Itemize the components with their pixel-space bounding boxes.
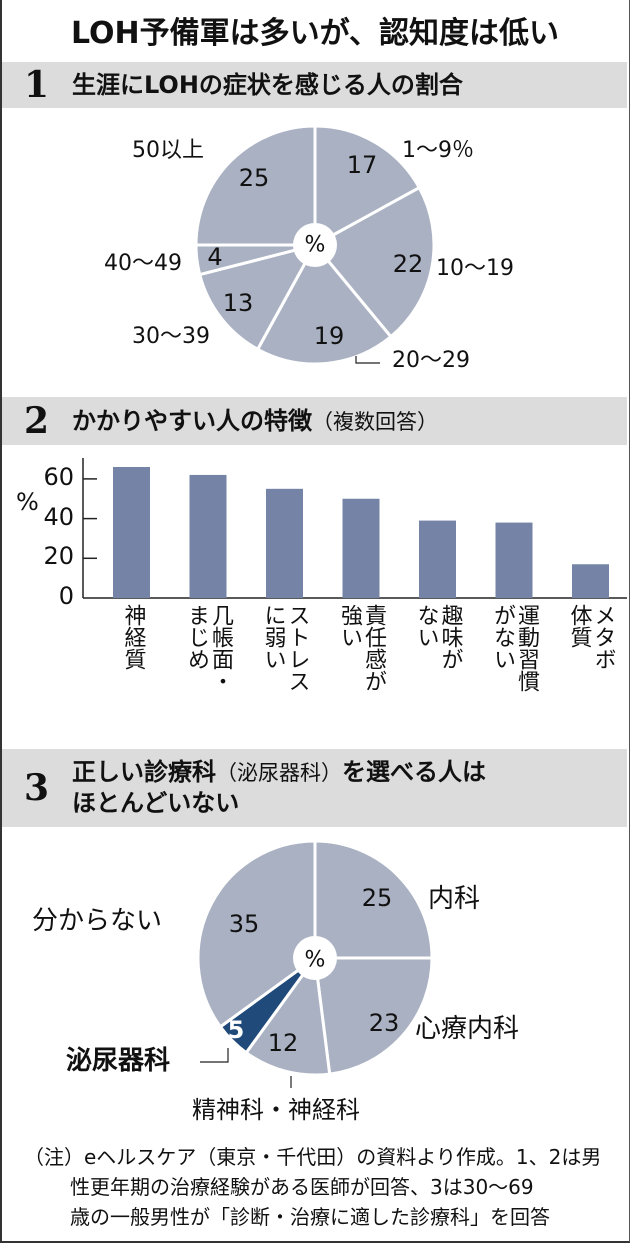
bar-category-label: メタボ 体質 xyxy=(566,604,616,670)
section-3-header: 3 正しい診療科（泌尿器科）を選べる人は ほとんどいない xyxy=(2,749,627,827)
pie1-value-40-49: 4 xyxy=(207,243,223,271)
pie1-value-30-39: 13 xyxy=(222,289,254,317)
pie-slice xyxy=(194,124,317,247)
pie3-label-shinryo-naika: 心療内科 xyxy=(415,1014,520,1044)
footnote-line-3: 歳の一般男性が「診断・治療に適した診療科」を回答 xyxy=(70,1205,550,1229)
y-tick-label: 0 xyxy=(58,582,74,610)
pie3-value-seishinka: 12 xyxy=(267,1029,299,1057)
bar xyxy=(266,488,303,598)
pie1-value-10-19: 22 xyxy=(392,250,424,278)
pie3-center-unit: % xyxy=(304,947,326,973)
bar xyxy=(189,474,227,598)
bar-category-label: 趣味が ない xyxy=(413,604,463,670)
bar xyxy=(113,466,150,598)
pie1-label-40-49: 40～49 xyxy=(104,251,182,276)
pie1-label-30-39: 30～39 xyxy=(132,324,210,349)
pie3-value-naika: 25 xyxy=(361,884,393,912)
bar xyxy=(342,498,380,598)
main-title: LOH予備軍は多いが、認知度は低い xyxy=(70,16,560,51)
pie3-label-hinyokika: 泌尿器科 xyxy=(66,1046,171,1076)
pie1-label-50plus: 50以上 xyxy=(132,138,204,163)
y-tick-label: 40 xyxy=(43,502,74,531)
pie-slice xyxy=(196,839,317,1029)
pie1-value-1-9: 17 xyxy=(346,151,378,179)
section-3-title: 正しい診療科（泌尿器科）を選べる人は ほとんどいない xyxy=(72,758,486,817)
pie1-label-10-19: 10～19 xyxy=(436,256,514,281)
bar-category-label: 運動習慣 がない xyxy=(490,604,539,692)
pie-slice xyxy=(255,242,393,366)
bar xyxy=(572,564,609,598)
section-2-number: 2 xyxy=(24,400,50,442)
pie-center-hole xyxy=(293,223,337,267)
footnote: （注）eヘルスケア（東京・千代田）の資料より作成。1、2は男 性更年期の治療経験… xyxy=(24,1142,601,1232)
bar-category-label: ストレス に弱い xyxy=(260,604,310,692)
bar-y-unit: % xyxy=(16,488,39,516)
bar-category-label: 責任感が 強い xyxy=(337,604,386,692)
section-2-title: かかりやすい人の特徴（複数回答） xyxy=(72,407,438,435)
bar xyxy=(419,520,456,598)
pie1-value-50plus: 25 xyxy=(238,164,270,192)
y-tick-label: 60 xyxy=(43,462,74,491)
pie-slice xyxy=(313,124,422,248)
pie3-value-shinryo-naika: 23 xyxy=(368,1009,400,1037)
pie3-label-seishinka: 精神科・神経科 xyxy=(192,1096,360,1124)
section-3-number: 3 xyxy=(24,767,50,809)
bar xyxy=(495,522,533,598)
pie3-value-wakaranai: 35 xyxy=(228,910,260,938)
pie-slice xyxy=(244,954,332,1077)
bar-category-label: 几帳面・ まじめ xyxy=(184,604,233,692)
section-1-header: 1 生涯にLOHの症状を感じる人の割合 xyxy=(2,62,627,108)
pie-slice xyxy=(313,956,434,1076)
footnote-line-1: （注）eヘルスケア（東京・千代田）の資料より作成。1、2は男 xyxy=(24,1145,602,1169)
pie3-value-hinyokika: 5 xyxy=(227,1016,245,1044)
pie1-label-1-9: 1～9％ xyxy=(402,138,474,163)
pie1-center-unit: % xyxy=(304,232,326,258)
pie-slice xyxy=(313,839,434,960)
section-1-title: 生涯にLOHの症状を感じる人の割合 xyxy=(72,71,463,99)
section-2-header: 2 かかりやすい人の特徴（複数回答） xyxy=(2,397,627,445)
pie-center-hole xyxy=(293,936,337,980)
pie3-label-wakaranai: 分からない xyxy=(32,906,163,936)
bar-category-label: 神経質 xyxy=(120,604,146,670)
footnote-line-2: 性更年期の治療経験がある医師が回答、3は30～69 xyxy=(70,1175,534,1199)
pie-slice xyxy=(197,242,318,352)
pie1-value-20-29: 19 xyxy=(313,322,345,350)
pie-slice xyxy=(312,185,436,339)
y-tick-label: 20 xyxy=(43,542,74,571)
pie1-label-20-29: 20～29 xyxy=(392,348,470,373)
pie3-label-naika: 内科 xyxy=(428,884,481,914)
section-1-number: 1 xyxy=(24,64,50,106)
